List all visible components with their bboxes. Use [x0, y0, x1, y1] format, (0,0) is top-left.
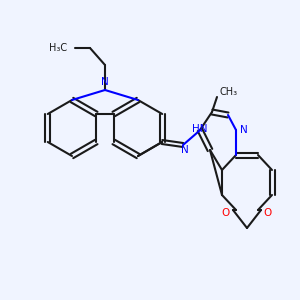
Text: N: N: [101, 77, 109, 87]
Text: N: N: [181, 145, 189, 155]
Text: O: O: [264, 208, 272, 218]
Text: H₃C: H₃C: [49, 43, 67, 53]
Text: N: N: [240, 125, 248, 135]
Text: O: O: [222, 208, 230, 218]
Text: HN: HN: [192, 124, 208, 134]
Text: CH₃: CH₃: [220, 87, 238, 97]
